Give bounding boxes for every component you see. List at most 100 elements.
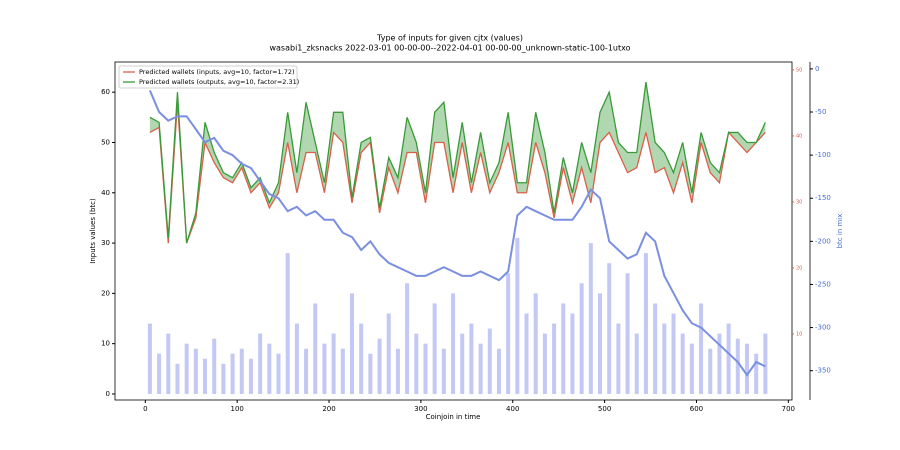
bar	[625, 273, 630, 394]
bar	[359, 323, 364, 394]
legend: Predicted wallets (inputs, avg=10, facto…	[118, 65, 299, 89]
y2-tick-label: -300	[815, 324, 831, 332]
bar	[533, 293, 538, 394]
bar	[441, 348, 446, 394]
x-tick-label: 700	[782, 405, 795, 413]
y3-tick-label: 30	[796, 199, 802, 205]
bar	[294, 323, 299, 394]
bar	[221, 363, 226, 394]
y2-tick-label: -100	[815, 151, 831, 159]
legend-label: Predicted wallets (outputs, avg=10, fact…	[139, 78, 299, 86]
y-tick-label: 0	[106, 390, 110, 398]
chart-title: Type of inputs for given cjtx (values)	[376, 34, 523, 43]
y2-tick-label: 0	[815, 65, 819, 73]
x-tick-label: 600	[690, 405, 703, 413]
bar	[579, 283, 584, 394]
bar	[414, 333, 419, 394]
bar	[340, 348, 345, 394]
chart-subtitle: wasabi1_zksnacks 2022-03-01 00-00-00--20…	[269, 44, 630, 53]
x-tick-label: 300	[414, 405, 427, 413]
bar	[726, 323, 731, 394]
bar	[653, 303, 658, 394]
bar	[175, 363, 180, 394]
bar	[193, 348, 198, 394]
fill-between	[581, 142, 591, 203]
x-tick-label: 200	[322, 405, 335, 413]
bar	[248, 358, 253, 394]
y-tick-label: 20	[101, 289, 110, 297]
bar	[460, 333, 465, 394]
fill-between	[645, 82, 656, 173]
bar	[671, 313, 676, 394]
y2-tick-label: -350	[815, 367, 831, 375]
bar	[588, 243, 593, 394]
bar	[561, 303, 566, 394]
fill-between	[590, 112, 601, 203]
bar	[423, 343, 428, 394]
bar	[166, 333, 171, 394]
bar	[349, 293, 354, 394]
bar	[699, 303, 704, 394]
bar	[267, 343, 272, 394]
y-tick-label: 30	[101, 239, 110, 247]
fill-between	[710, 162, 720, 183]
fill-between	[673, 142, 683, 193]
y2-tick-label: -200	[815, 237, 831, 245]
bar	[763, 333, 768, 394]
y2-axis-label: btc in mix	[836, 214, 844, 249]
bar	[386, 313, 391, 394]
bar	[469, 323, 474, 394]
legend-label: Predicted wallets (inputs, avg=10, facto…	[139, 68, 295, 76]
bar	[203, 358, 208, 394]
fill-between	[388, 157, 398, 193]
fill-between	[489, 162, 499, 193]
y3-tick-label: 50	[796, 67, 802, 73]
fill-between	[287, 112, 297, 193]
fill-between	[535, 112, 545, 173]
y3-tick-label: 40	[796, 133, 802, 139]
bar	[230, 353, 235, 394]
x-tick-label: 500	[598, 405, 611, 413]
y2-tick-label: -250	[815, 280, 831, 288]
fill-between	[627, 152, 637, 173]
bar	[680, 333, 685, 394]
bar	[689, 343, 694, 394]
x-tick-label: 100	[230, 405, 243, 413]
bar	[276, 353, 281, 394]
bar	[643, 253, 648, 394]
bar	[616, 323, 621, 394]
fill-between	[517, 182, 527, 193]
y-tick-label: 40	[101, 189, 110, 197]
fill-between	[232, 162, 242, 183]
fill-between	[701, 132, 711, 173]
y-axis-label: Inputs values (btc)	[89, 198, 97, 264]
fill-between	[205, 122, 215, 163]
bar	[744, 343, 749, 394]
bar	[487, 328, 492, 394]
bar	[708, 348, 713, 394]
bar	[496, 348, 501, 394]
bar	[239, 348, 244, 394]
bar	[377, 338, 382, 394]
x-tick-label: 0	[143, 405, 147, 413]
line	[149, 102, 766, 244]
y2-tick-label: -150	[815, 194, 831, 202]
bar	[598, 293, 603, 394]
bar	[754, 353, 759, 394]
bar	[405, 283, 410, 394]
bar	[322, 343, 327, 394]
y3-tick-label: 20	[796, 265, 802, 271]
fill-between	[618, 142, 628, 173]
bar	[515, 238, 520, 394]
bar	[184, 343, 189, 394]
bar	[285, 253, 290, 394]
bar	[634, 333, 639, 394]
bar	[147, 323, 152, 394]
fill-between	[407, 117, 417, 153]
bar	[607, 263, 612, 394]
bar	[331, 333, 336, 394]
bar	[313, 303, 318, 394]
bar	[717, 333, 722, 394]
bar	[395, 348, 400, 394]
